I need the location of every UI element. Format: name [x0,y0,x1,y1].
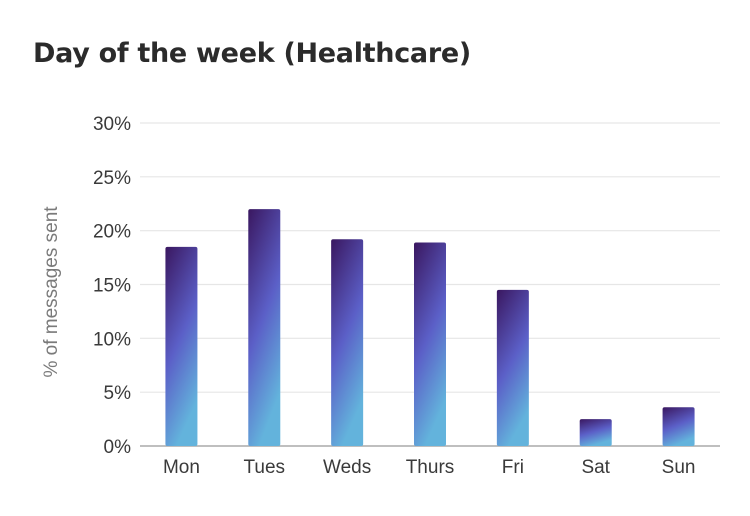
y-tick-label: 20% [93,222,131,243]
y-tick-label: 30% [93,114,131,135]
bar-weds [331,239,364,446]
x-tick-label: Tues [244,457,286,478]
x-tick-label: Weds [323,457,371,478]
y-tick-label: 10% [93,329,131,350]
y-tick-label: 15% [93,276,131,297]
x-tick-label: Mon [163,457,200,478]
x-tick-label: Fri [502,457,524,478]
bar-tues [248,209,281,446]
y-tick-label: 0% [104,437,132,458]
bar-sat [579,419,612,446]
bar-thurs [414,242,446,446]
x-tick-label: Sat [581,457,610,478]
y-axis-label: % of messages sent [41,206,62,378]
x-tick-label: Thurs [406,457,455,478]
y-tick-label: 25% [93,168,131,189]
bar-sun [662,407,695,446]
bar-fri [496,289,529,446]
y-tick-label: 5% [104,383,132,404]
x-tick-label: Sun [662,457,696,478]
chart-title: Day of the week (Healthcare) [33,38,471,69]
bar-mon [165,246,198,446]
